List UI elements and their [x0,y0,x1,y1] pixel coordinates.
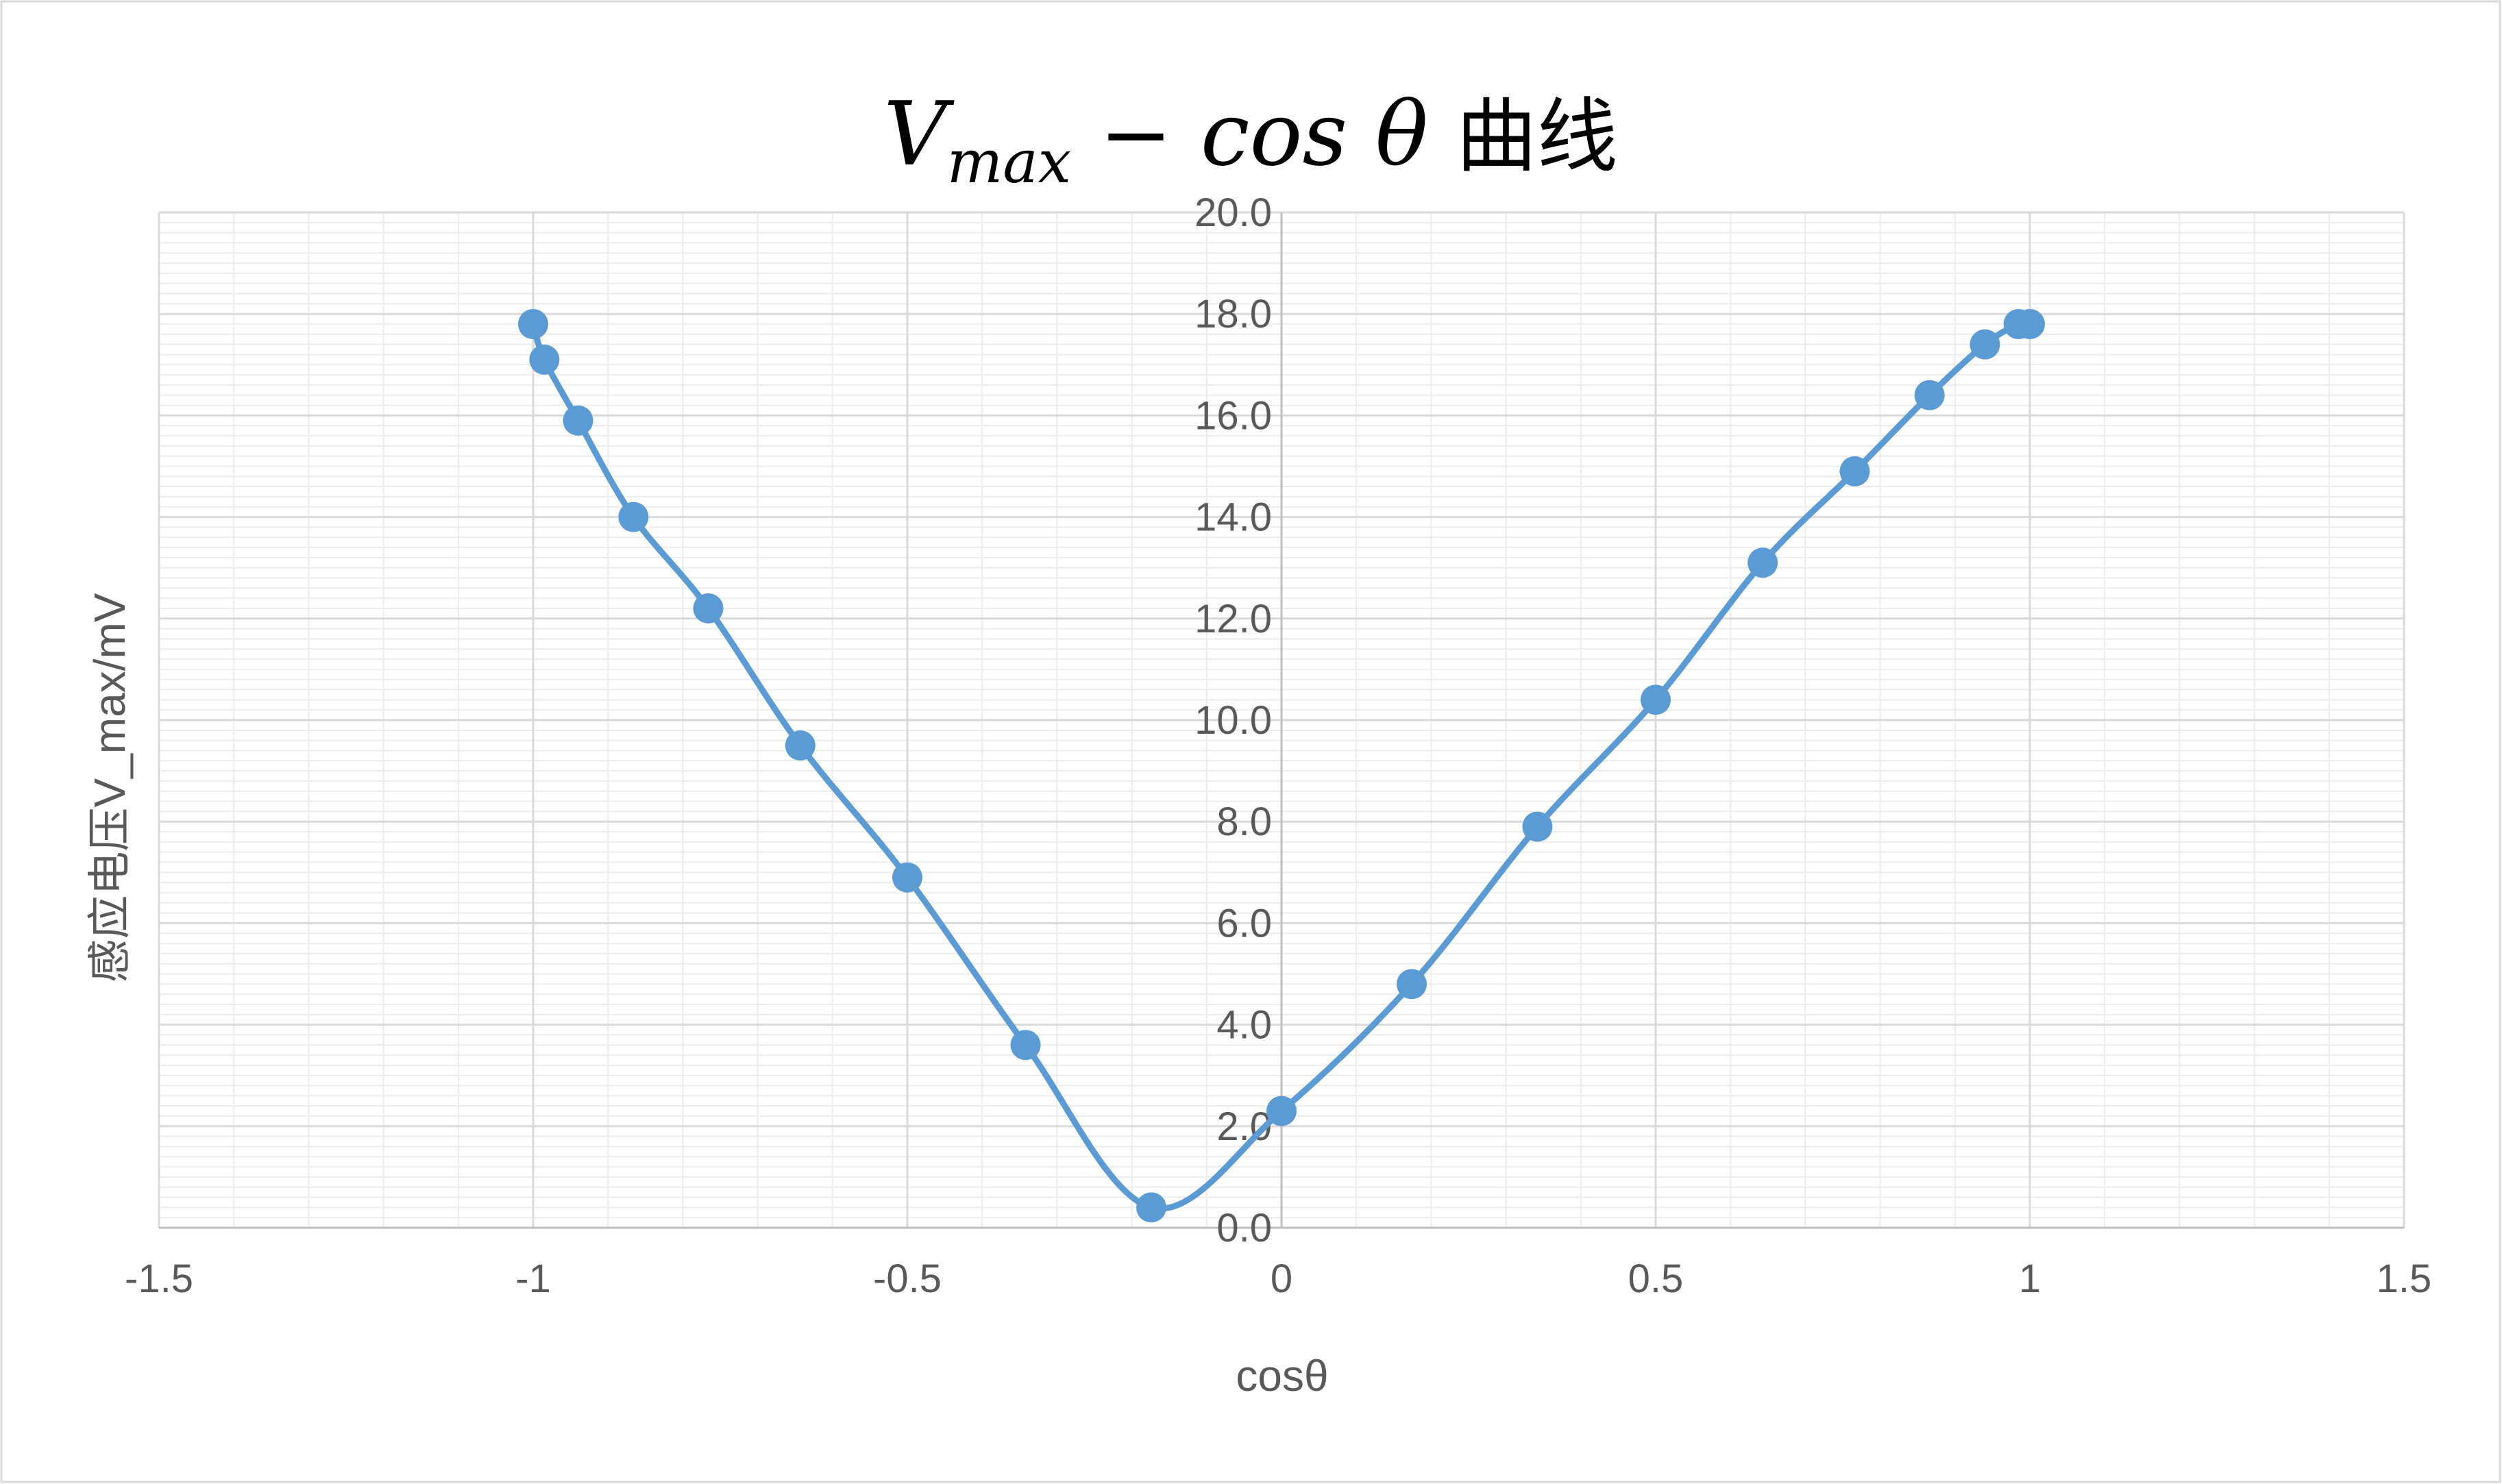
data-point [529,344,560,375]
y-tick-label: 18.0 [1194,292,1272,336]
data-point [1970,329,2000,360]
y-tick-label: 12.0 [1194,597,1272,641]
data-point [1522,811,1553,842]
data-point [1136,1192,1166,1223]
y-tick-label: 14.0 [1194,495,1272,540]
x-tick-label: 0 [1271,1257,1292,1301]
y-tick-label: 10.0 [1194,698,1272,743]
data-point [1914,380,1945,410]
chart-title-main: V [883,84,955,186]
data-point [1839,456,1870,486]
data-point [618,502,649,532]
y-tick-label: 0.0 [1216,1206,1272,1250]
x-tick-label: 0.5 [1628,1257,1684,1301]
x-tick-label: 1 [2019,1257,2041,1301]
chart-title-subscript: max [947,128,1071,197]
data-point [563,405,593,436]
chart-title-cn: 曲线 [1456,89,1618,184]
data-point [785,730,815,761]
y-tick-label: 16.0 [1194,393,1272,438]
y-tick-labels: 0.02.04.06.08.010.012.014.016.018.020.0 [1194,190,1272,1250]
x-tick-label: -0.5 [873,1257,942,1301]
data-point [518,309,548,340]
series-points [518,309,2045,1223]
chart-title-rest: − cos θ [1071,84,1456,186]
x-tick-label: -1.5 [125,1257,193,1301]
data-point [2015,309,2045,340]
y-tick-label: 6.0 [1216,901,1272,945]
data-point [693,593,724,623]
data-point [892,862,922,893]
chart-title: Vmax − cos θ 曲线 [883,84,1617,197]
x-tick-label: -1 [515,1257,551,1301]
major-gridlines [158,211,2405,1228]
axes [159,212,2404,1229]
data-point [1747,547,1778,578]
x-tick-label: 1.5 [2377,1257,2432,1301]
x-tick-labels: -1.5 -1 -0.5 0 0.5 1 1.5 [125,1257,2431,1301]
y-tick-label: 8.0 [1216,800,1272,844]
y-tick-label: 4.0 [1216,1003,1272,1048]
y-tick-label: 20.0 [1194,190,1272,235]
data-point [1010,1030,1041,1061]
data-point [1641,684,1671,715]
data-point [1266,1096,1297,1126]
data-point [1397,969,1427,1000]
y-axis-title: 感应电压V_max/mV [85,593,134,982]
x-axis-title: cosθ [1236,1351,1328,1400]
